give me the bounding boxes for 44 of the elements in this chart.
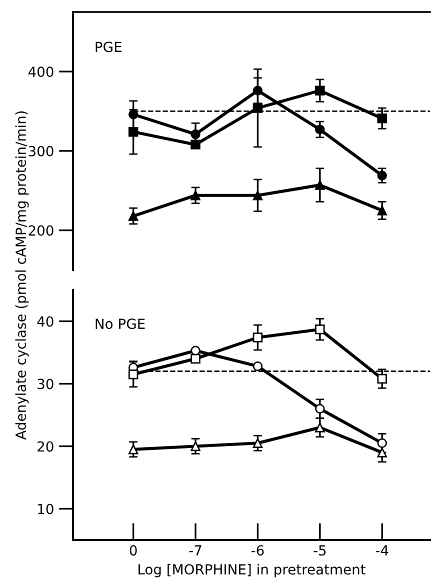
- y-tick-label: 40: [37, 316, 54, 327]
- point: [252, 103, 263, 113]
- point: [315, 324, 325, 334]
- point: [377, 448, 387, 458]
- point: [190, 346, 200, 356]
- point: [377, 438, 387, 448]
- x-tick-label: 0: [130, 545, 137, 556]
- point: [190, 140, 200, 150]
- x-axis-title: Log [MORPHINE] in pretreatment: [138, 564, 366, 578]
- point: [315, 86, 325, 96]
- point: [315, 422, 325, 432]
- x-tick-label: -4: [376, 545, 388, 556]
- y-tick-label: 20: [38, 441, 54, 452]
- y-axis-title: Adenylate cyclase (pmol cAMP/mg protein/min): [15, 111, 29, 440]
- point: [252, 361, 263, 372]
- point: [252, 190, 263, 200]
- point: [128, 211, 138, 221]
- y-tick-label: 200: [28, 225, 54, 236]
- y-tick-label: 10: [38, 504, 54, 514]
- point: [315, 180, 325, 190]
- x-tick-label: -5: [314, 545, 326, 556]
- point: [377, 114, 387, 124]
- x-tick-label: -7: [189, 545, 202, 556]
- point: [190, 441, 200, 452]
- point: [190, 129, 200, 140]
- point: [128, 444, 138, 454]
- y-tick-label: 400: [28, 66, 54, 78]
- point: [377, 170, 387, 180]
- point: [377, 206, 387, 216]
- point: [252, 332, 263, 342]
- point: [128, 110, 138, 120]
- point: [128, 127, 138, 137]
- y-tick-label: 300: [28, 146, 54, 156]
- point: [190, 190, 200, 200]
- point: [315, 124, 325, 134]
- point: [128, 370, 138, 380]
- x-tick-label: -6: [251, 545, 264, 556]
- annotation: No PGE: [96, 318, 145, 330]
- point: [190, 354, 200, 364]
- point: [377, 374, 387, 384]
- y-tick-label: 30: [38, 378, 54, 390]
- annotation: PGE: [96, 42, 122, 52]
- point: [252, 86, 263, 96]
- point: [315, 404, 325, 414]
